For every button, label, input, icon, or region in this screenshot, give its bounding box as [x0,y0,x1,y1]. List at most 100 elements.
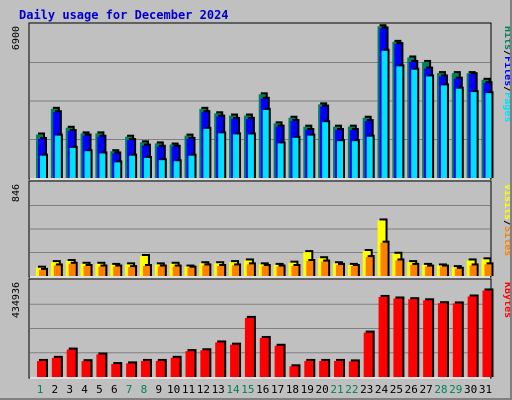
sites-bar-day-28 [439,266,447,276]
x-tick-day-31: 31 [479,383,492,396]
sites-bar-day-21 [336,264,343,276]
pages-bar-day-7 [129,155,136,178]
sites-bar-day-1 [39,269,46,276]
pages-bar-day-2 [54,135,61,178]
pages-bar-day-30 [470,92,477,178]
x-tick-day-23: 23 [360,383,373,396]
kbytes-bar-day-30 [467,296,477,377]
sites-bar-day-30 [469,265,477,276]
x-tick-day-27: 27 [419,383,432,396]
x-tick-day-7: 7 [126,383,133,396]
sites-bar-day-9 [157,266,165,276]
pages-bar-day-4 [84,151,91,178]
x-tick-day-29: 29 [449,383,462,396]
requests-legend-part-0: Hits [502,26,510,50]
x-tick-day-20: 20 [316,383,329,396]
requests-series-label: Hits/Files/Pages [502,26,510,122]
kbytes-bar-day-9 [155,360,165,377]
kbytes-bar-day-26 [408,299,418,377]
kbytes-bar-day-6 [111,364,121,377]
x-tick-day-26: 26 [405,383,418,396]
sites-bar-day-15 [246,264,254,276]
x-tick-day-2: 2 [52,383,59,396]
pages-bar-day-15 [247,134,254,178]
sites-bar-day-20 [321,261,329,276]
sites-bar-day-10 [172,266,180,276]
pages-bar-day-16 [262,109,269,178]
sites-bar-day-11 [187,267,195,276]
sites-bar-day-27 [425,266,433,276]
requests-max-label: 6900 [11,26,22,50]
x-tick-day-9: 9 [155,383,162,396]
visitors-series-label: Visits/Sites [502,184,510,256]
kbytes-bar-day-14 [230,344,240,377]
pages-bar-day-19 [307,135,314,178]
sites-bar-day-4 [83,266,91,276]
x-tick-day-19: 19 [301,383,314,396]
kbytes-bar-day-13 [215,342,225,377]
volume-legend-part-0: KBytes [502,282,510,318]
x-tick-day-1: 1 [37,383,44,396]
pages-bar-day-23 [366,136,373,178]
sites-bar-day-2 [53,265,61,276]
kbytes-bar-day-7 [126,363,136,377]
pages-bar-day-11 [188,155,195,178]
kbytes-bar-day-21 [334,360,343,377]
x-tick-day-17: 17 [271,383,284,396]
visitors-legend-part-2: Sites [502,226,510,256]
kbytes-bar-day-3 [66,349,76,377]
visitors-legend-part-1: / [502,220,510,226]
sites-bar-day-23 [365,257,373,276]
kbytes-bar-day-8 [140,360,150,377]
x-tick-day-5: 5 [96,383,103,396]
x-tick-day-25: 25 [390,383,403,396]
x-tick-day-10: 10 [167,383,180,396]
requests-legend-part-2: Files [502,56,510,86]
kbytes-bar-day-27 [423,300,433,377]
pages-bar-day-8 [143,157,150,178]
x-tick-day-4: 4 [81,383,88,396]
kbytes-bar-day-28 [437,303,447,377]
pages-bar-day-29 [455,88,462,178]
kbytes-bar-day-4 [81,361,91,377]
sites-bar-day-24 [380,242,388,276]
pages-bar-day-9 [158,160,165,178]
sites-bar-day-25 [395,260,403,276]
kbytes-bar-day-22 [348,361,358,377]
x-tick-day-12: 12 [197,383,210,396]
pages-bar-day-17 [277,143,284,178]
sites-bar-day-17 [276,266,284,276]
sites-bar-day-12 [202,265,210,276]
x-tick-day-24: 24 [375,383,389,396]
x-tick-day-22: 22 [345,383,358,396]
kbytes-bar-day-25 [393,298,403,377]
sites-bar-day-13 [217,266,225,276]
sites-bar-day-14 [232,265,240,276]
x-tick-day-13: 13 [212,383,225,396]
pages-bar-day-20 [322,122,329,178]
x-tick-day-6: 6 [111,383,118,396]
pages-bar-day-13 [218,133,225,178]
requests-legend-part-4: Pages [502,92,510,122]
chart-title: Daily usage for December 2024 [19,8,229,22]
kbytes-bar-day-16 [259,337,269,377]
sites-bar-day-3 [68,263,76,276]
volume-series-label: KBytes [502,282,510,318]
pages-bar-day-14 [233,134,240,178]
requests-legend-part-3: / [502,86,510,92]
kbytes-bar-day-17 [274,345,284,377]
kbytes-bar-day-18 [289,366,299,377]
sites-bar-day-26 [410,264,418,276]
pages-bar-day-31 [485,93,492,178]
x-tick-day-18: 18 [286,383,299,396]
visitors-max-label: 846 [11,184,22,202]
kbytes-bar-day-29 [452,303,462,377]
sites-bar-day-7 [128,267,136,276]
x-tick-day-28: 28 [434,383,447,396]
x-tick-day-16: 16 [256,383,269,396]
pages-bar-day-27 [426,76,433,178]
kbytes-bar-day-10 [170,357,180,377]
requests-legend-part-1: / [502,50,510,56]
x-tick-day-11: 11 [182,383,195,396]
